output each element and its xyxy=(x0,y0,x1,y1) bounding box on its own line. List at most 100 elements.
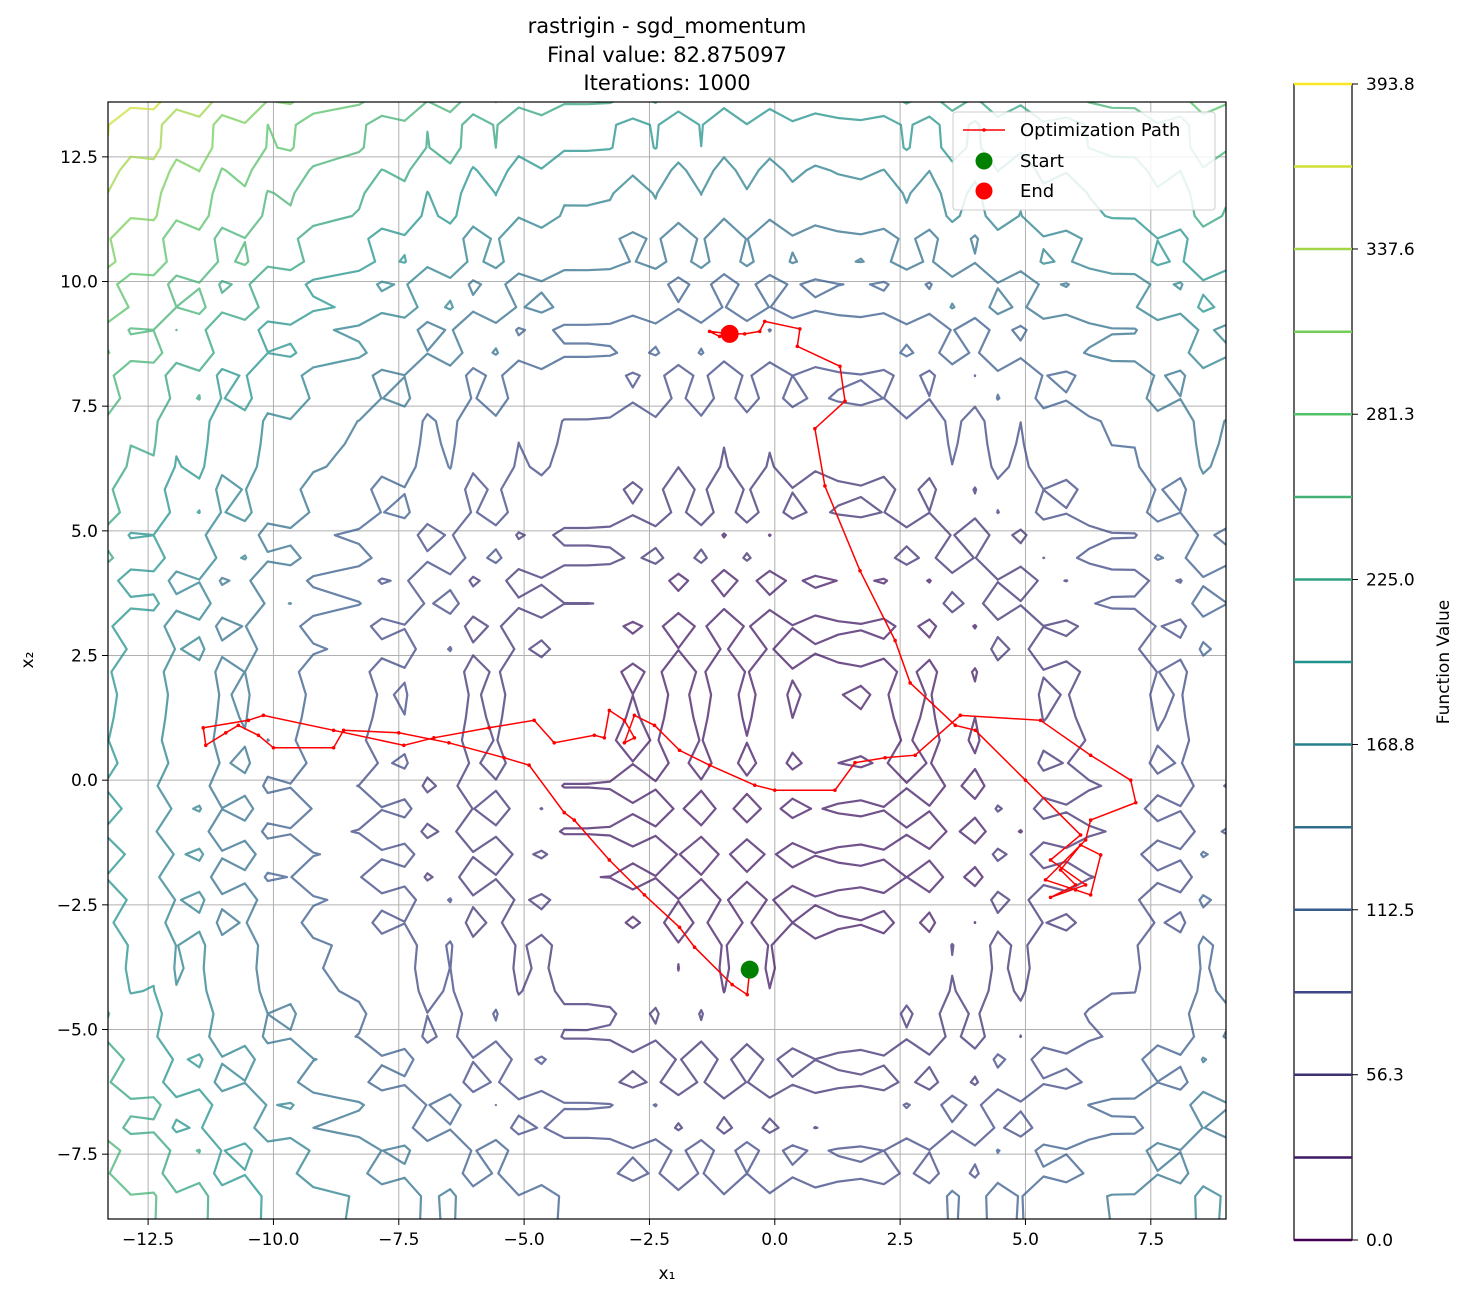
path-point xyxy=(607,858,612,862)
path-point xyxy=(908,681,912,685)
colorbar-level-lines xyxy=(1294,82,1352,1242)
chart-subtitle-iterations: Iterations: 1000 xyxy=(583,71,750,95)
path-point xyxy=(602,735,607,740)
y-tick-label: 7.5 xyxy=(71,397,98,417)
legend-box xyxy=(952,111,1216,211)
path-point xyxy=(552,740,556,745)
path-point xyxy=(1073,883,1078,887)
path-point xyxy=(1083,838,1088,842)
path-point xyxy=(1058,868,1063,872)
y-tick-label: −7.5 xyxy=(57,1145,98,1165)
contour-lines xyxy=(108,102,1226,1219)
path-point xyxy=(798,327,802,331)
contour-level-line xyxy=(207,217,1226,1219)
colorbar-label: Function Value xyxy=(1434,600,1454,724)
path-point xyxy=(502,755,506,760)
path-point xyxy=(632,713,637,718)
path-point xyxy=(592,733,597,738)
path-point xyxy=(958,713,963,718)
y-tick-label: −2.5 xyxy=(57,896,98,916)
path-point xyxy=(261,713,266,718)
path-point xyxy=(742,332,747,336)
path-point xyxy=(838,364,842,369)
path-point xyxy=(973,728,978,733)
path-point xyxy=(607,708,612,713)
path-point xyxy=(562,810,567,815)
colorbar-tick-label: 393.8 xyxy=(1366,75,1415,95)
contour-level-line xyxy=(108,107,1226,1219)
path-point xyxy=(913,753,917,758)
y-tick-label: −5.0 xyxy=(57,1021,98,1041)
path-point xyxy=(1078,843,1083,847)
contour-level-line xyxy=(155,156,1226,1219)
plot-frame xyxy=(107,101,1227,1220)
colorbar-tick-label: 56.3 xyxy=(1366,1066,1404,1086)
path-point xyxy=(224,731,228,735)
path-point xyxy=(757,329,762,334)
path-point xyxy=(331,745,336,750)
x-tick-label: −12.5 xyxy=(122,1230,174,1250)
x-tick-label: 0.0 xyxy=(761,1230,788,1250)
path-point xyxy=(527,763,531,768)
x-axis-label: x₁ xyxy=(659,1264,676,1284)
path-point xyxy=(246,718,251,723)
colorbar-tick-label: 281.3 xyxy=(1366,405,1415,425)
path-point xyxy=(692,945,697,950)
path-point xyxy=(432,735,436,740)
path-point xyxy=(532,718,536,723)
path-point xyxy=(1043,878,1048,882)
legend-end-swatch xyxy=(975,182,993,200)
grid-lines xyxy=(108,102,1226,1219)
path-point xyxy=(1098,853,1103,857)
path-point xyxy=(858,568,862,573)
legend-path-swatch-marker xyxy=(982,128,986,132)
contour-level-line xyxy=(108,102,162,137)
path-point xyxy=(1073,888,1078,892)
path-point xyxy=(752,783,757,787)
contour-level-line xyxy=(350,327,1226,1196)
y-tick-label: 12.5 xyxy=(60,148,98,168)
chart-subtitle-final-value: Final value: 82.875097 xyxy=(547,43,787,67)
path-point xyxy=(833,788,837,792)
path-point xyxy=(1038,718,1043,723)
path-point xyxy=(677,748,682,753)
chart-title: rastrigin - sgd_momentum xyxy=(528,14,807,39)
x-tick-label: −2.5 xyxy=(629,1230,670,1250)
path-point xyxy=(652,723,657,728)
x-tick-label: 2.5 xyxy=(887,1230,914,1250)
y-tick-label: 0.0 xyxy=(71,771,98,791)
path-point xyxy=(883,755,887,760)
path-point xyxy=(953,723,958,728)
x-tick-label: 7.5 xyxy=(1137,1230,1164,1250)
path-point xyxy=(762,319,767,324)
x-tick-label: −7.5 xyxy=(378,1230,419,1250)
path-point xyxy=(203,743,208,748)
path-point xyxy=(1088,893,1093,897)
path-point xyxy=(795,344,800,349)
path-point xyxy=(236,723,241,728)
path-point xyxy=(341,728,346,733)
x-tick-label: −5.0 xyxy=(503,1230,544,1250)
path-point xyxy=(843,399,847,403)
optimization-path xyxy=(201,319,1138,997)
path-point xyxy=(1133,800,1138,805)
y-tick-label: 2.5 xyxy=(71,647,98,667)
path-point xyxy=(813,426,817,431)
path-point xyxy=(622,718,627,723)
y-tick-label: 10.0 xyxy=(60,273,98,293)
path-point xyxy=(401,743,406,748)
x-tick-label: −10.0 xyxy=(247,1230,299,1250)
path-point xyxy=(396,731,401,735)
end-marker xyxy=(720,324,739,343)
path-point xyxy=(717,334,722,339)
path-point xyxy=(271,745,276,750)
start-marker xyxy=(740,960,759,979)
colorbar-tick-label: 225.0 xyxy=(1366,571,1415,591)
colorbar-tick-label: 168.8 xyxy=(1366,735,1415,755)
optimization-path-line xyxy=(202,320,1137,996)
path-point xyxy=(1083,883,1088,887)
path-point xyxy=(632,735,637,740)
path-point xyxy=(730,982,734,987)
path-point xyxy=(1048,895,1053,900)
